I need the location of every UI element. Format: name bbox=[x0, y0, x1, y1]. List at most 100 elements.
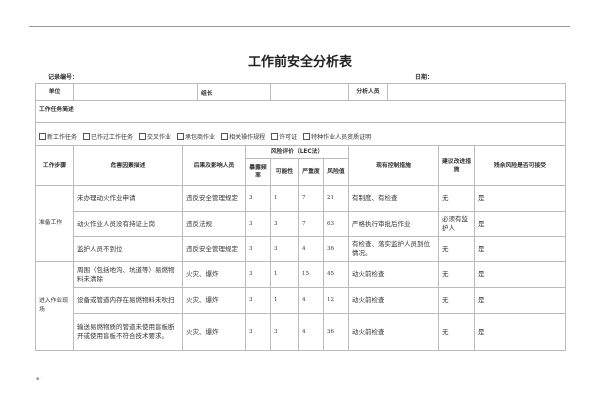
date-label: 日期： bbox=[415, 74, 434, 81]
analyst-label: 分析人员 bbox=[348, 83, 388, 101]
acceptable-cell: 是 bbox=[474, 313, 566, 351]
checkbox-icon[interactable] bbox=[303, 132, 311, 140]
checkbox-label: 许可证 bbox=[279, 133, 298, 141]
step-cell: 进入作业现场 bbox=[35, 261, 74, 351]
e-cell: 3 bbox=[245, 287, 271, 314]
header-severity: 严重度 bbox=[298, 158, 324, 186]
page-title: 工作前安全分析表 bbox=[247, 55, 352, 70]
checkbox-icon[interactable] bbox=[39, 132, 46, 140]
analyst-field[interactable] bbox=[387, 83, 566, 101]
suggest-cell: 无 bbox=[438, 287, 475, 314]
checkbox-option[interactable]: 承包商作业 bbox=[177, 132, 216, 142]
checkbox-option[interactable]: 许可证 bbox=[271, 132, 298, 142]
hazard-cell: 未办理动火作业申请 bbox=[73, 185, 183, 212]
checkbox-label: 承包商作业 bbox=[185, 133, 216, 141]
controls-cell: 动火前检查 bbox=[348, 287, 439, 314]
r-cell: 12 bbox=[323, 287, 349, 314]
s-cell: 4 bbox=[298, 236, 324, 262]
hazard-cell: 周围（包括地沟、坑道等）易燃物料未清除 bbox=[73, 261, 183, 288]
acceptable-cell: 是 bbox=[474, 287, 566, 314]
suggest-cell: 无 bbox=[438, 185, 475, 212]
hazard-cell: 监护人员不到位 bbox=[73, 236, 183, 262]
header-acceptable: 残余风险是否可接受 bbox=[474, 145, 566, 186]
acceptable-cell: 是 bbox=[474, 261, 566, 288]
controls-cell: 动火前检查 bbox=[348, 313, 439, 351]
checkbox-row: 新工作任务 已作过工作任务 交叉作业 承包商作业 相关操作规程 许可证 特种作业人员资质证明 bbox=[35, 122, 566, 146]
table-row: 输送易燃物质的管道未使用盲板断开或使用盲板不符合技术要求。 火灾、爆炸 3 3 4 36 动… bbox=[36, 313, 566, 351]
header-hazard: 危害因素描述 bbox=[73, 145, 183, 186]
l-cell: 3 bbox=[270, 236, 299, 262]
checkbox-option[interactable]: 特种作业人员资质证明 bbox=[303, 132, 371, 142]
header-risk: 风险评价（LEC法） bbox=[245, 145, 349, 159]
l-cell: 1 bbox=[270, 185, 299, 212]
suggest-cell: 无 bbox=[438, 236, 475, 262]
unit-label: 单位 bbox=[35, 83, 74, 101]
r-cell: 45 bbox=[323, 261, 349, 288]
e-cell: 3 bbox=[245, 313, 271, 351]
suggest-cell: 无 bbox=[438, 313, 475, 351]
header-suggest: 建议改进措施 bbox=[438, 145, 475, 186]
leader-label: 组长 bbox=[197, 83, 271, 101]
s-cell: 7 bbox=[298, 185, 324, 212]
record-no-label: 记录编号： bbox=[48, 74, 79, 81]
checkbox-icon[interactable] bbox=[221, 132, 229, 140]
controls-cell: 严格执行审批后作业 bbox=[348, 211, 439, 237]
acceptable-cell: 是 bbox=[474, 185, 566, 212]
s-cell: 4 bbox=[298, 313, 324, 351]
checkbox-icon[interactable] bbox=[177, 132, 185, 140]
task-desc-label: 工作任务简述 bbox=[35, 100, 566, 123]
analysis-table: 工作步骤 危害因素描述 后果及影响人员 风险评价（LEC法） 现有控制措施 建议… bbox=[35, 145, 566, 351]
l-cell: 1 bbox=[270, 287, 299, 314]
consequence-cell: 火灾、爆炸 bbox=[182, 287, 246, 314]
table-row: 进入作业现场 周围（包括地沟、坑道等）易燃物料未清除 火灾、爆炸 3 1 15 45 动火前检… bbox=[35, 261, 566, 351]
checkbox-option[interactable]: 已作过工作任务 bbox=[83, 132, 133, 142]
header-likelihood: 可能性 bbox=[270, 158, 299, 186]
table-row: 动火作业人员没有持证上岗 违反法规 3 3 7 63 严格执行审批后作业 必须有监护人是 bbox=[36, 211, 566, 237]
checkbox-label: 交叉作业 bbox=[147, 133, 172, 141]
e-cell: 3 bbox=[245, 236, 271, 262]
table-row: 准备工作 未办理动火作业申请 违反安全管理规定 3 1 7 21 有制度、有检查无是 bbox=[35, 185, 566, 262]
header-controls: 现有控制措施 bbox=[348, 145, 439, 186]
step-cell: 准备工作 bbox=[35, 185, 74, 262]
leader-field[interactable] bbox=[270, 83, 349, 101]
suggest-cell: 无 bbox=[438, 261, 475, 288]
r-cell: 63 bbox=[323, 211, 349, 237]
checkbox-icon[interactable] bbox=[139, 132, 147, 140]
hazard-cell: 设备或管道内存在易燃物料未吹扫 bbox=[73, 287, 183, 314]
s-cell: 4 bbox=[298, 287, 324, 314]
e-cell: 3 bbox=[245, 261, 271, 288]
consequence-cell: 违反安全管理规定 bbox=[182, 236, 246, 262]
unit-field[interactable] bbox=[73, 83, 198, 101]
r-cell: 21 bbox=[323, 185, 349, 212]
header-consequence: 后果及影响人员 bbox=[182, 145, 246, 186]
controls-cell: 动火前检查 bbox=[348, 261, 439, 288]
consequence-cell: 违反安全管理规定 bbox=[182, 185, 246, 212]
consequence-cell: 违反法规 bbox=[182, 211, 246, 237]
e-cell: 3 bbox=[245, 185, 271, 212]
e-cell: 3 bbox=[245, 211, 271, 237]
info-table: 单位 组长 分析人员 工作任务简述 新工作任务 已作过工作任务 交叉作业 承包商作业 相… bbox=[35, 83, 566, 146]
checkbox-icon[interactable] bbox=[271, 132, 279, 140]
page-marker: ▪ · bbox=[36, 376, 43, 382]
hazard-cell: 输送易燃物质的管道未使用盲板断开或使用盲板不符合技术要求。 bbox=[73, 313, 183, 351]
l-cell: 3 bbox=[270, 211, 299, 237]
suggest-cell: 必须有监护人 bbox=[438, 211, 475, 237]
checkbox-option[interactable]: 交叉作业 bbox=[139, 132, 172, 142]
checkbox-icon[interactable] bbox=[83, 132, 91, 140]
s-cell: 7 bbox=[298, 211, 324, 237]
consequence-cell: 火灾、爆炸 bbox=[182, 313, 246, 351]
acceptable-cell: 是 bbox=[474, 236, 566, 262]
checkbox-label: 新工作任务 bbox=[47, 133, 78, 141]
table-row: 监护人员不到位 违反安全管理规定 3 3 4 36 有检查、落实监护人员到位情况。无是 bbox=[36, 236, 566, 262]
table-row: 设备或管道内存在易燃物料未吹扫 火灾、爆炸 3 1 4 12 动火前检查无是 bbox=[36, 287, 566, 314]
header-risk-value: 风险值 bbox=[323, 158, 349, 186]
page-top-rule bbox=[29, 26, 570, 27]
l-cell: 3 bbox=[270, 313, 299, 351]
header-step: 工作步骤 bbox=[35, 145, 74, 186]
hazard-cell: 动火作业人员没有持证上岗 bbox=[73, 211, 183, 237]
r-cell: 36 bbox=[323, 236, 349, 262]
checkbox-option[interactable]: 新工作任务 bbox=[39, 132, 78, 142]
consequence-cell: 火灾、爆炸 bbox=[182, 261, 246, 288]
s-cell: 15 bbox=[298, 261, 324, 288]
checkbox-option[interactable]: 相关操作规程 bbox=[221, 132, 265, 142]
